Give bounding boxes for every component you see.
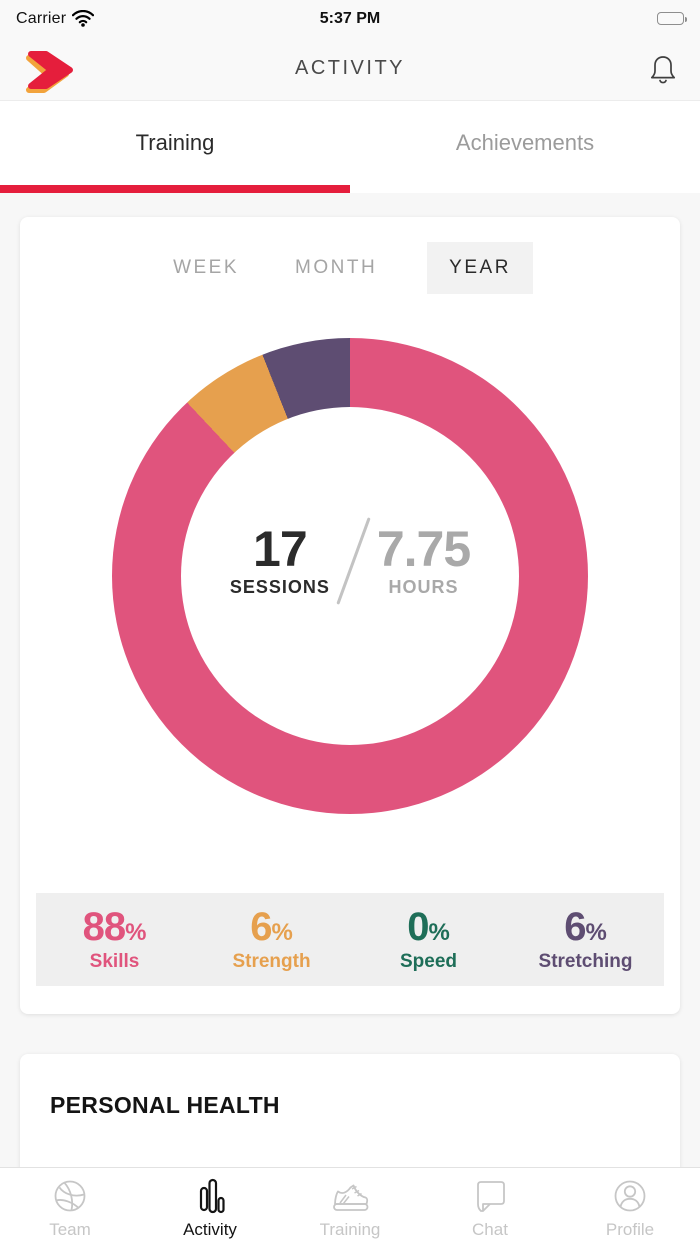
wifi-icon bbox=[72, 10, 95, 27]
tabbar-label: Profile bbox=[605, 1220, 655, 1239]
battery-icon bbox=[657, 12, 687, 25]
page-title: ACTIVITY bbox=[294, 57, 405, 79]
content: WEEK MONTH YEAR 17 SESSIONS bbox=[0, 193, 700, 1243]
tabbar-label: Activity bbox=[183, 1220, 237, 1239]
stat-strength-label: Strength bbox=[232, 950, 311, 972]
tabbar-item-activity[interactable]: Activity bbox=[140, 1168, 280, 1244]
category-stats-row: 88% Skills 6% Strength 0% Speed 6% Stret… bbox=[36, 893, 664, 986]
bottom-tab-bar: Team Activity Training bbox=[0, 1167, 700, 1244]
bar-chart-icon bbox=[190, 1176, 230, 1216]
active-tab-underline bbox=[0, 185, 350, 193]
divider-slash bbox=[336, 517, 371, 605]
tab-achievements[interactable]: Achievements bbox=[455, 130, 595, 155]
stat-speed-value: 0 bbox=[407, 904, 429, 949]
tabbar-item-team[interactable]: Team bbox=[0, 1168, 140, 1244]
tabbar-label: Chat bbox=[472, 1220, 508, 1239]
notifications-bell-icon[interactable] bbox=[648, 53, 678, 85]
stat-speed: 0% Speed bbox=[350, 907, 507, 973]
hours-value: 7.75 bbox=[376, 521, 471, 577]
period-week[interactable]: WEEK bbox=[173, 257, 240, 278]
stat-strength-value: 6 bbox=[250, 904, 272, 949]
clock: 5:37 PM bbox=[319, 9, 381, 27]
app-header: ACTIVITY bbox=[0, 37, 700, 101]
chat-icon bbox=[470, 1176, 510, 1216]
stat-skills-label: Skills bbox=[89, 950, 140, 972]
carrier-label: Carrier bbox=[16, 9, 67, 27]
period-selector: WEEK MONTH YEAR bbox=[36, 242, 664, 294]
profile-icon bbox=[610, 1176, 650, 1216]
sessions-value: 17 bbox=[253, 521, 308, 577]
donut-chart: 17 SESSIONS 7.75 HOURS bbox=[112, 338, 588, 814]
basketball-icon bbox=[50, 1176, 90, 1216]
tab-training[interactable]: Training bbox=[135, 130, 215, 155]
sneaker-icon bbox=[330, 1176, 370, 1216]
stat-speed-label: Speed bbox=[399, 950, 458, 972]
stat-stretching-label: Stretching bbox=[538, 950, 633, 972]
app-logo-icon[interactable] bbox=[22, 44, 80, 94]
tabbar-label: Training bbox=[319, 1220, 381, 1239]
stat-strength: 6% Strength bbox=[193, 907, 350, 973]
stat-stretching-value: 6 bbox=[564, 904, 586, 949]
hours-label: HOURS bbox=[388, 577, 459, 597]
sessions-label: SESSIONS bbox=[229, 577, 330, 597]
stat-skills: 88% Skills bbox=[36, 907, 193, 973]
activity-summary-card: WEEK MONTH YEAR 17 SESSIONS bbox=[20, 217, 680, 1014]
donut-center: 17 SESSIONS 7.75 HOURS bbox=[181, 407, 519, 745]
personal-health-title: PERSONAL HEALTH bbox=[50, 1092, 280, 1118]
stat-stretching: 6% Stretching bbox=[507, 907, 664, 973]
top-tabs: Training Achievements bbox=[0, 101, 700, 193]
tabbar-item-training[interactable]: Training bbox=[280, 1168, 420, 1244]
period-year[interactable]: YEAR bbox=[427, 242, 533, 294]
status-bar: Carrier 5:37 PM bbox=[0, 0, 700, 37]
stat-skills-value: 88 bbox=[82, 904, 126, 949]
period-month[interactable]: MONTH bbox=[295, 257, 378, 278]
tabbar-item-profile[interactable]: Profile bbox=[560, 1168, 700, 1244]
tabbar-label: Team bbox=[49, 1220, 91, 1239]
tabbar-item-chat[interactable]: Chat bbox=[420, 1168, 560, 1244]
